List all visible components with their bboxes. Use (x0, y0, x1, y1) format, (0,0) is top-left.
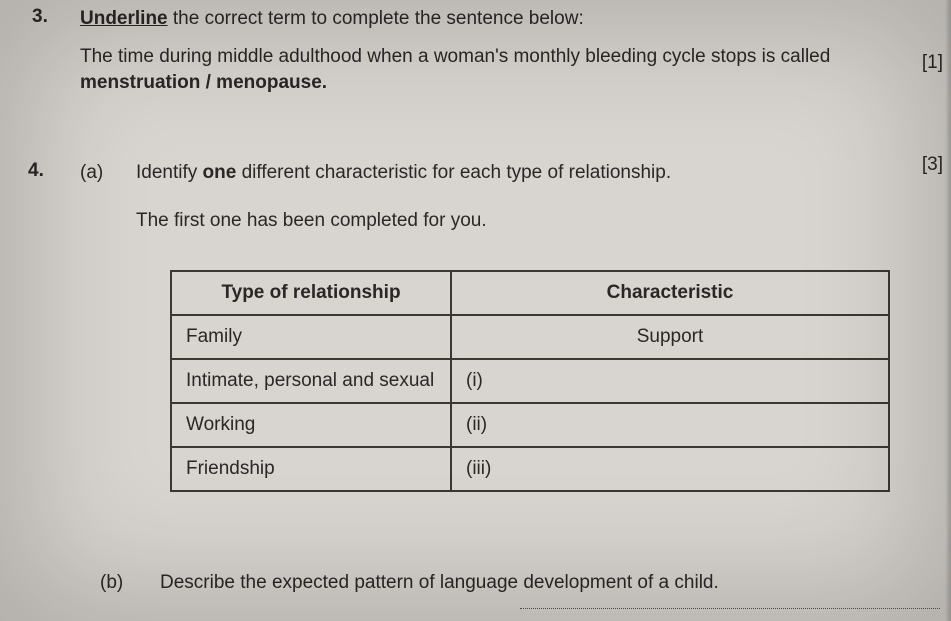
table-row: Friendship (iii) (171, 447, 889, 491)
cell-type-2: Working (171, 403, 451, 447)
cell-type-0: Family (171, 315, 451, 359)
q4-number: 4. (28, 160, 44, 182)
q4a-line1-post: different characteristic for each type o… (236, 162, 671, 183)
q3-instruction-rest: the correct term to complete the sentenc… (168, 8, 584, 29)
char-num-3: (iii) (466, 458, 491, 480)
q3-number: 3. (32, 6, 48, 28)
q3-marks: [1] (922, 52, 943, 74)
q4a-label: (a) (80, 160, 103, 186)
q4a-line2: The first one has been completed for you… (136, 208, 487, 234)
table-row: Intimate, personal and sexual (i) (171, 359, 889, 403)
cell-char-0: Support (451, 315, 889, 359)
table: Type of relationship Characteristic Fami… (170, 270, 890, 492)
q4-marks: [3] (922, 154, 943, 176)
char-num-1: (i) (466, 370, 483, 392)
q3-underline-word: Underline (80, 8, 168, 29)
q3-sentence-line1: The time during middle adulthood when a … (80, 44, 880, 70)
table-header-row: Type of relationship Characteristic (171, 271, 889, 315)
table-row: Family Support (171, 315, 889, 359)
answer-dotted-line (520, 608, 940, 609)
char-num-2: (ii) (466, 414, 487, 436)
cell-char-2: (ii) (451, 403, 889, 447)
cell-char-1: (i) (451, 359, 889, 403)
q4a-line1-bold: one (203, 162, 237, 183)
q4a-line1-pre: Identify (136, 162, 203, 183)
q4a-line1: Identify one different characteristic fo… (136, 160, 671, 186)
cell-type-1: Intimate, personal and sexual (171, 359, 451, 403)
cell-char-3: (iii) (451, 447, 889, 491)
cell-type-3: Friendship (171, 447, 451, 491)
q3-instruction: Underline the correct term to complete t… (80, 6, 584, 32)
relationship-table: Type of relationship Characteristic Fami… (170, 270, 890, 492)
q4b-label: (b) (100, 570, 123, 596)
th-type: Type of relationship (171, 271, 451, 315)
q3-sentence-bold: menstruation / menopause. (80, 70, 327, 96)
worksheet-page: 3. Underline the correct term to complet… (0, 0, 951, 621)
th-characteristic: Characteristic (451, 271, 889, 315)
page-right-edge (945, 0, 951, 621)
q4b-text: Describe the expected pattern of languag… (160, 570, 719, 596)
table-row: Working (ii) (171, 403, 889, 447)
